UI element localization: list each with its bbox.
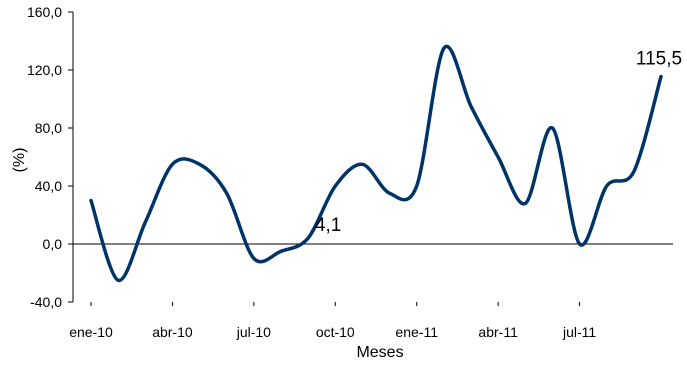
y-axis-title: (%)	[11, 148, 28, 173]
y-tick-label: 120,0	[27, 62, 62, 78]
x-tick-label: ene-10	[69, 324, 113, 340]
chart-ticks: -40,0 0,0 40,0 80,0 120,0 160,0 ene-10 abr-10 ju…	[27, 4, 596, 340]
y-tick-label: 40,0	[35, 178, 62, 194]
series-line	[89, 44, 663, 283]
y-tick-label: -40,0	[30, 294, 62, 310]
x-tick-label: abr-10	[152, 324, 193, 340]
y-tick-label: 160,0	[27, 4, 62, 20]
chart-labels: 115,5 4,1	[315, 49, 682, 237]
x-axis-title: Meses	[356, 344, 403, 361]
data-label: 4,1	[315, 215, 341, 236]
data-label: 115,5	[636, 49, 682, 70]
x-tick-label: jul-10	[236, 324, 271, 340]
chart-series	[89, 44, 663, 283]
x-tick-label: jul-11	[562, 324, 596, 340]
x-tick-label: oct-10	[316, 324, 355, 340]
x-tick-label: abr-11	[478, 324, 518, 340]
y-tick-label: 80,0	[35, 120, 62, 136]
x-tick-label: ene-11	[395, 324, 438, 340]
y-tick-label: 0,0	[43, 236, 63, 252]
chart-axes	[72, 12, 673, 302]
